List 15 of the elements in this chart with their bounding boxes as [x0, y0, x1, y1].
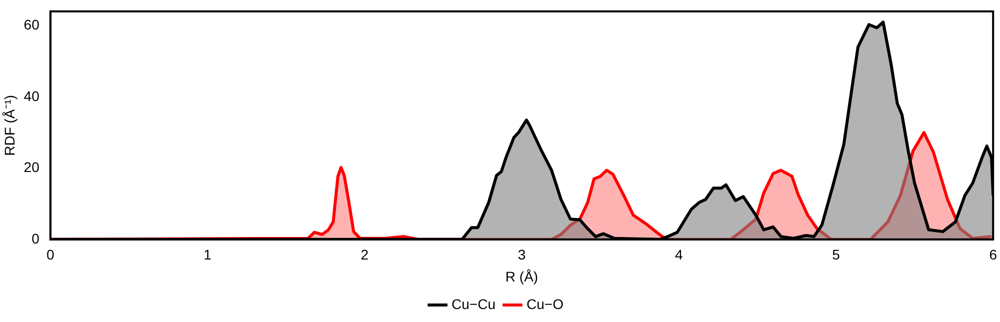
x-tick-label: 2 [360, 246, 369, 263]
y-tick-label: 40 [24, 88, 40, 104]
x-axis-title: R (Å) [505, 268, 538, 284]
y-axis-title: RDF (Å⁻¹) [1, 94, 18, 156]
legend-label: Cu−Cu [452, 296, 496, 312]
x-tick-label: 1 [204, 246, 212, 263]
y-tick-label: 20 [24, 159, 40, 176]
x-tick-label: 3 [518, 246, 526, 263]
x-tick-label: 4 [674, 246, 683, 263]
y-tick-label: 60 [24, 16, 40, 33]
legend-label: Cu−O [526, 296, 564, 312]
x-tick-label: 6 [989, 246, 998, 263]
x-tick-label: 5 [832, 246, 840, 263]
x-tick-label: 0 [46, 246, 54, 263]
y-tick-label: 0 [32, 230, 40, 246]
